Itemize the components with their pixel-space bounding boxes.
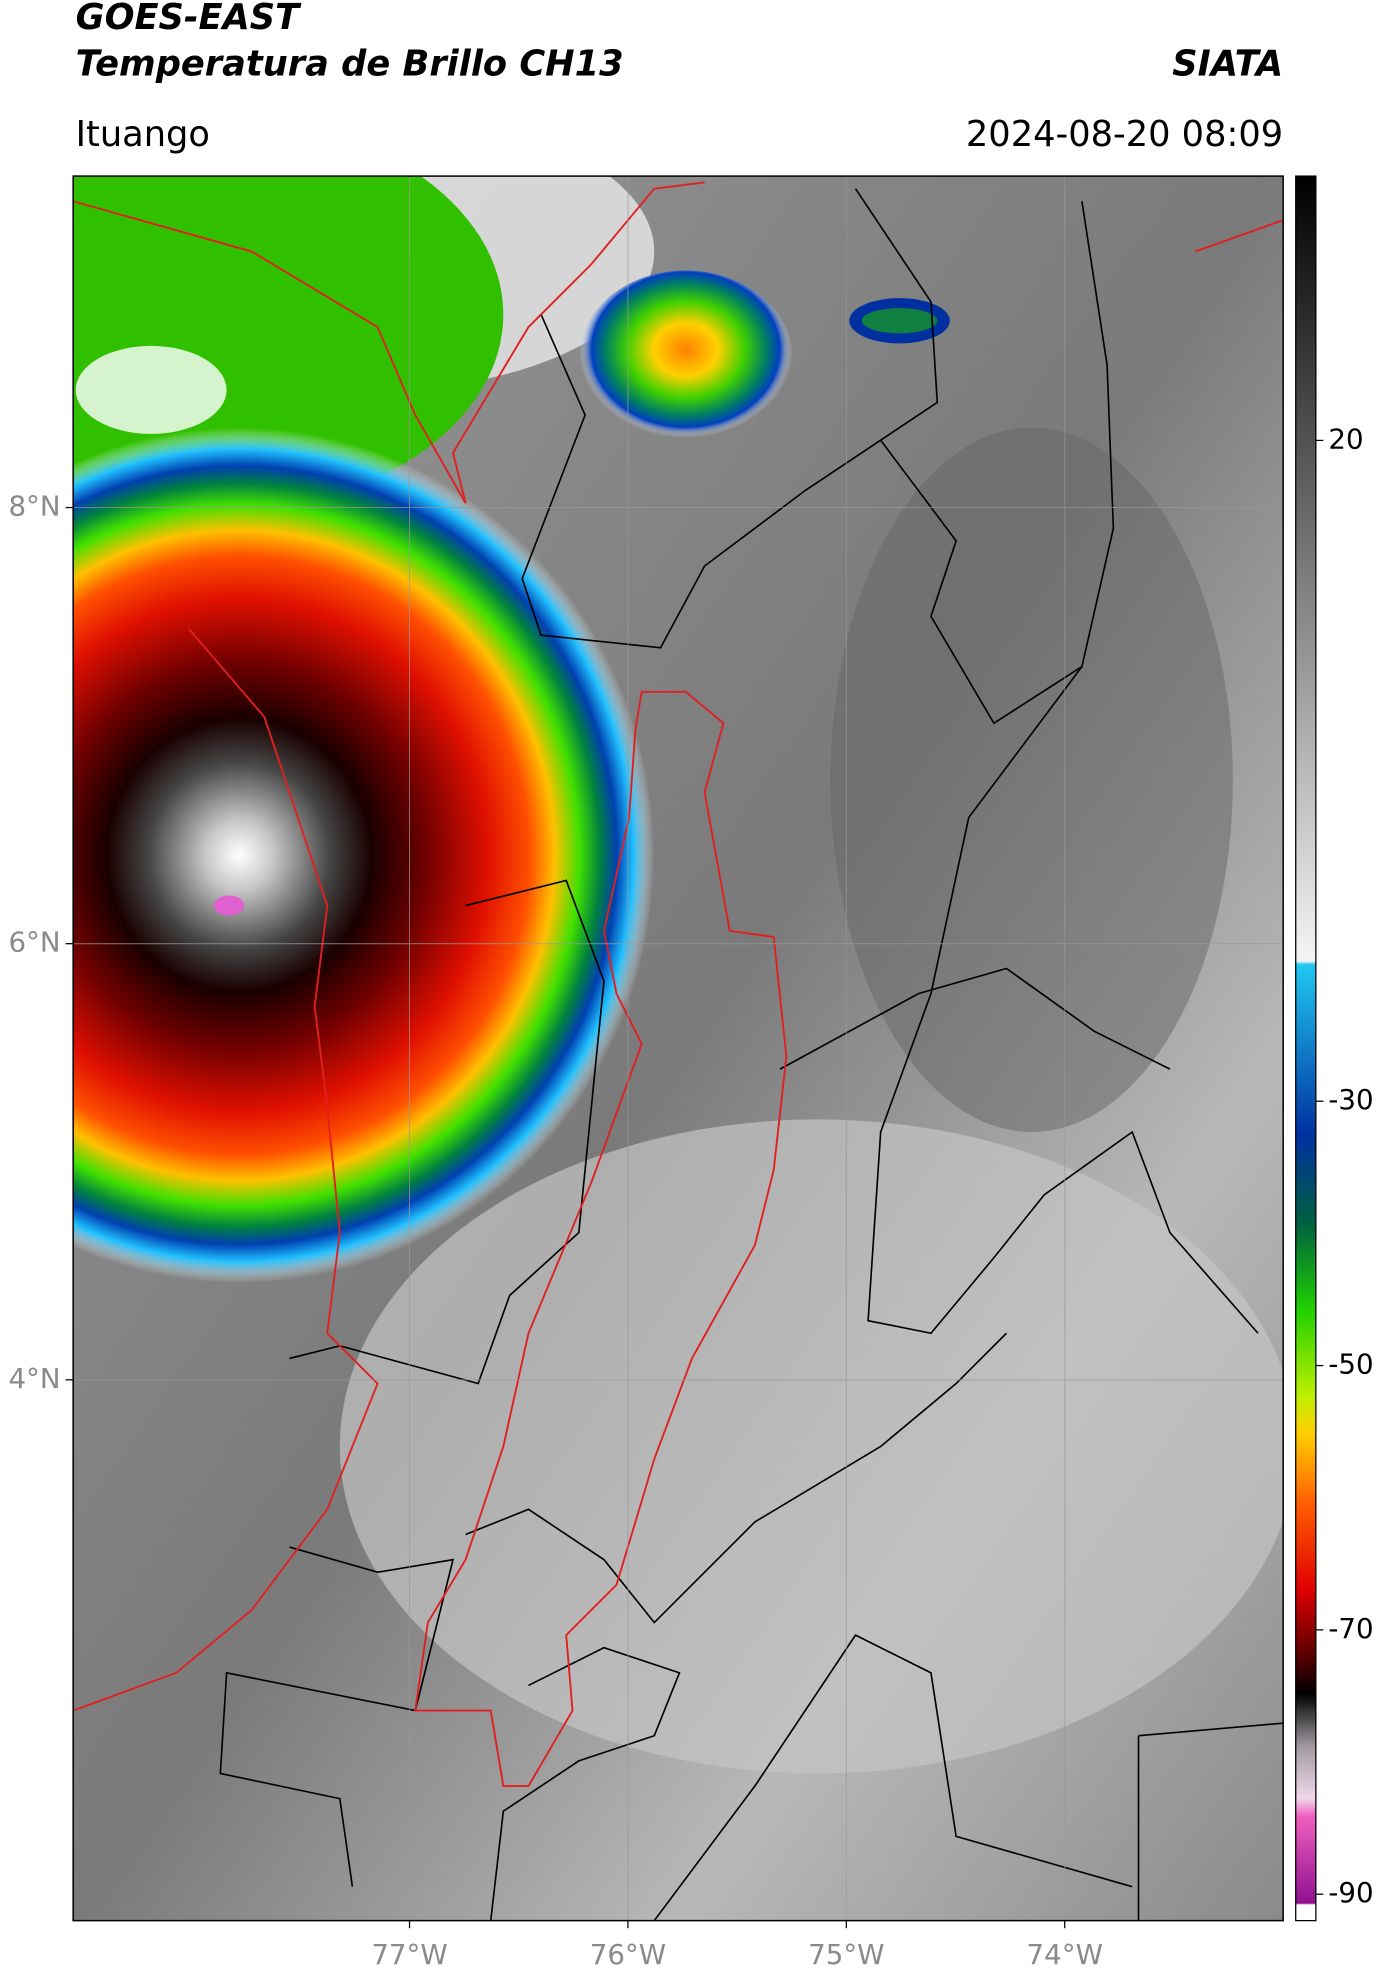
title: GOES-EAST (76, 0, 302, 38)
x-tick-label: 77°W (371, 1938, 447, 1971)
y-tick-label: 8°N (8, 490, 60, 523)
colorbar-label: -70 (1328, 1612, 1373, 1645)
x-tick-label: 75°W (808, 1938, 884, 1971)
y-tick-label: 4°N (8, 1362, 60, 1395)
x-tick-label: 76°W (590, 1938, 666, 1971)
source: SIATA (1172, 43, 1283, 84)
satellite-image (73, 176, 1284, 1921)
colorbar-label: -30 (1328, 1083, 1373, 1116)
colorbar-label: -50 (1328, 1348, 1373, 1381)
graticule (73, 176, 1284, 1921)
timestamp: 2024-08-20 08:09 (966, 114, 1283, 155)
colorbar-label: 20 (1328, 422, 1363, 455)
colorbar (1295, 175, 1317, 1922)
axis-labels: 77°W 76°W 75°W 74°W 8°N 6°N 4°N 20 -30 -50 -70 -90 (8, 422, 1373, 1970)
subtitle: Temperatura de Brillo CH13 (76, 43, 624, 84)
colorbar-label: -90 (1328, 1876, 1373, 1909)
y-tick-label: 6°N (8, 926, 60, 959)
x-tick-label: 74°W (1027, 1938, 1103, 1971)
map-frame (72, 175, 1284, 1922)
location: Ituango (76, 114, 210, 155)
